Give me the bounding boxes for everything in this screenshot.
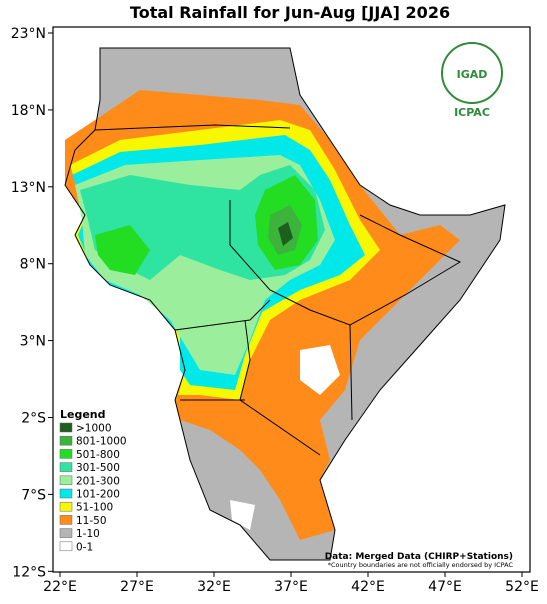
legend-swatch [59, 449, 73, 459]
lon-tick-label: 22°E [43, 579, 77, 595]
legend-swatch [59, 488, 73, 499]
lat-tick-label: 12°S [12, 564, 46, 580]
logo-top: IGAD [457, 68, 488, 81]
legend-label: 801-1000 [76, 436, 127, 448]
legend-label: 201-300 [76, 475, 120, 487]
country-boundaries [64, 47, 506, 561]
map-title: Total Rainfall for Jun-Aug [JJA] 2026 [130, 3, 450, 22]
legend-label: >1000 [76, 423, 112, 435]
legend-swatch [59, 462, 73, 472]
legend-swatch [59, 422, 73, 433]
lat-tick-label: 7°S [21, 487, 46, 503]
legend-label: 11-50 [76, 515, 107, 527]
lon-tick-label: 52°E [505, 579, 539, 595]
legend-title: Legend [60, 408, 106, 421]
legend-swatch [59, 515, 73, 525]
lon-tick-label: 37°E [274, 579, 308, 595]
legend-label: 101-200 [76, 489, 120, 501]
lon-tick-label: 32°E [197, 579, 231, 595]
lat-tick-label: 13°N [11, 180, 46, 196]
legend-swatch [59, 528, 73, 538]
legend-swatch [59, 541, 73, 552]
lat-tick-label: 8°N [20, 257, 46, 273]
logo: IGAD ICPAC [441, 42, 503, 119]
zone-501-800 [95, 175, 318, 275]
lat-tick-label: 3°N [20, 334, 46, 350]
legend-swatch [59, 475, 73, 486]
legend-swatch [59, 501, 73, 512]
zone-above-1000 [278, 222, 293, 246]
legend-label: 301-500 [76, 462, 120, 474]
logo-bottom: ICPAC [454, 106, 490, 119]
lat-tick-label: 23°N [11, 26, 46, 42]
legend-label: 501-800 [76, 449, 120, 461]
logo-circle [441, 42, 503, 104]
data-source: Data: Merged Data (CHIRP+Stations) [325, 552, 513, 562]
lon-tick-label: 42°E [351, 579, 385, 595]
lat-tick-label: 2°S [21, 411, 46, 427]
rainfall-regions [65, 48, 505, 560]
zone-0-1 [230, 345, 340, 530]
legend-swatch [59, 435, 73, 446]
disclaimer: *Country boundaries are not officially e… [328, 561, 514, 569]
lon-tick-label: 27°E [120, 579, 154, 595]
legend-label: 1-10 [76, 528, 100, 540]
lat-tick-label: 18°N [11, 103, 46, 119]
legend-label: 51-100 [76, 502, 113, 514]
lon-tick-label: 47°E [428, 579, 462, 595]
legend-label: 0-1 [76, 541, 93, 553]
